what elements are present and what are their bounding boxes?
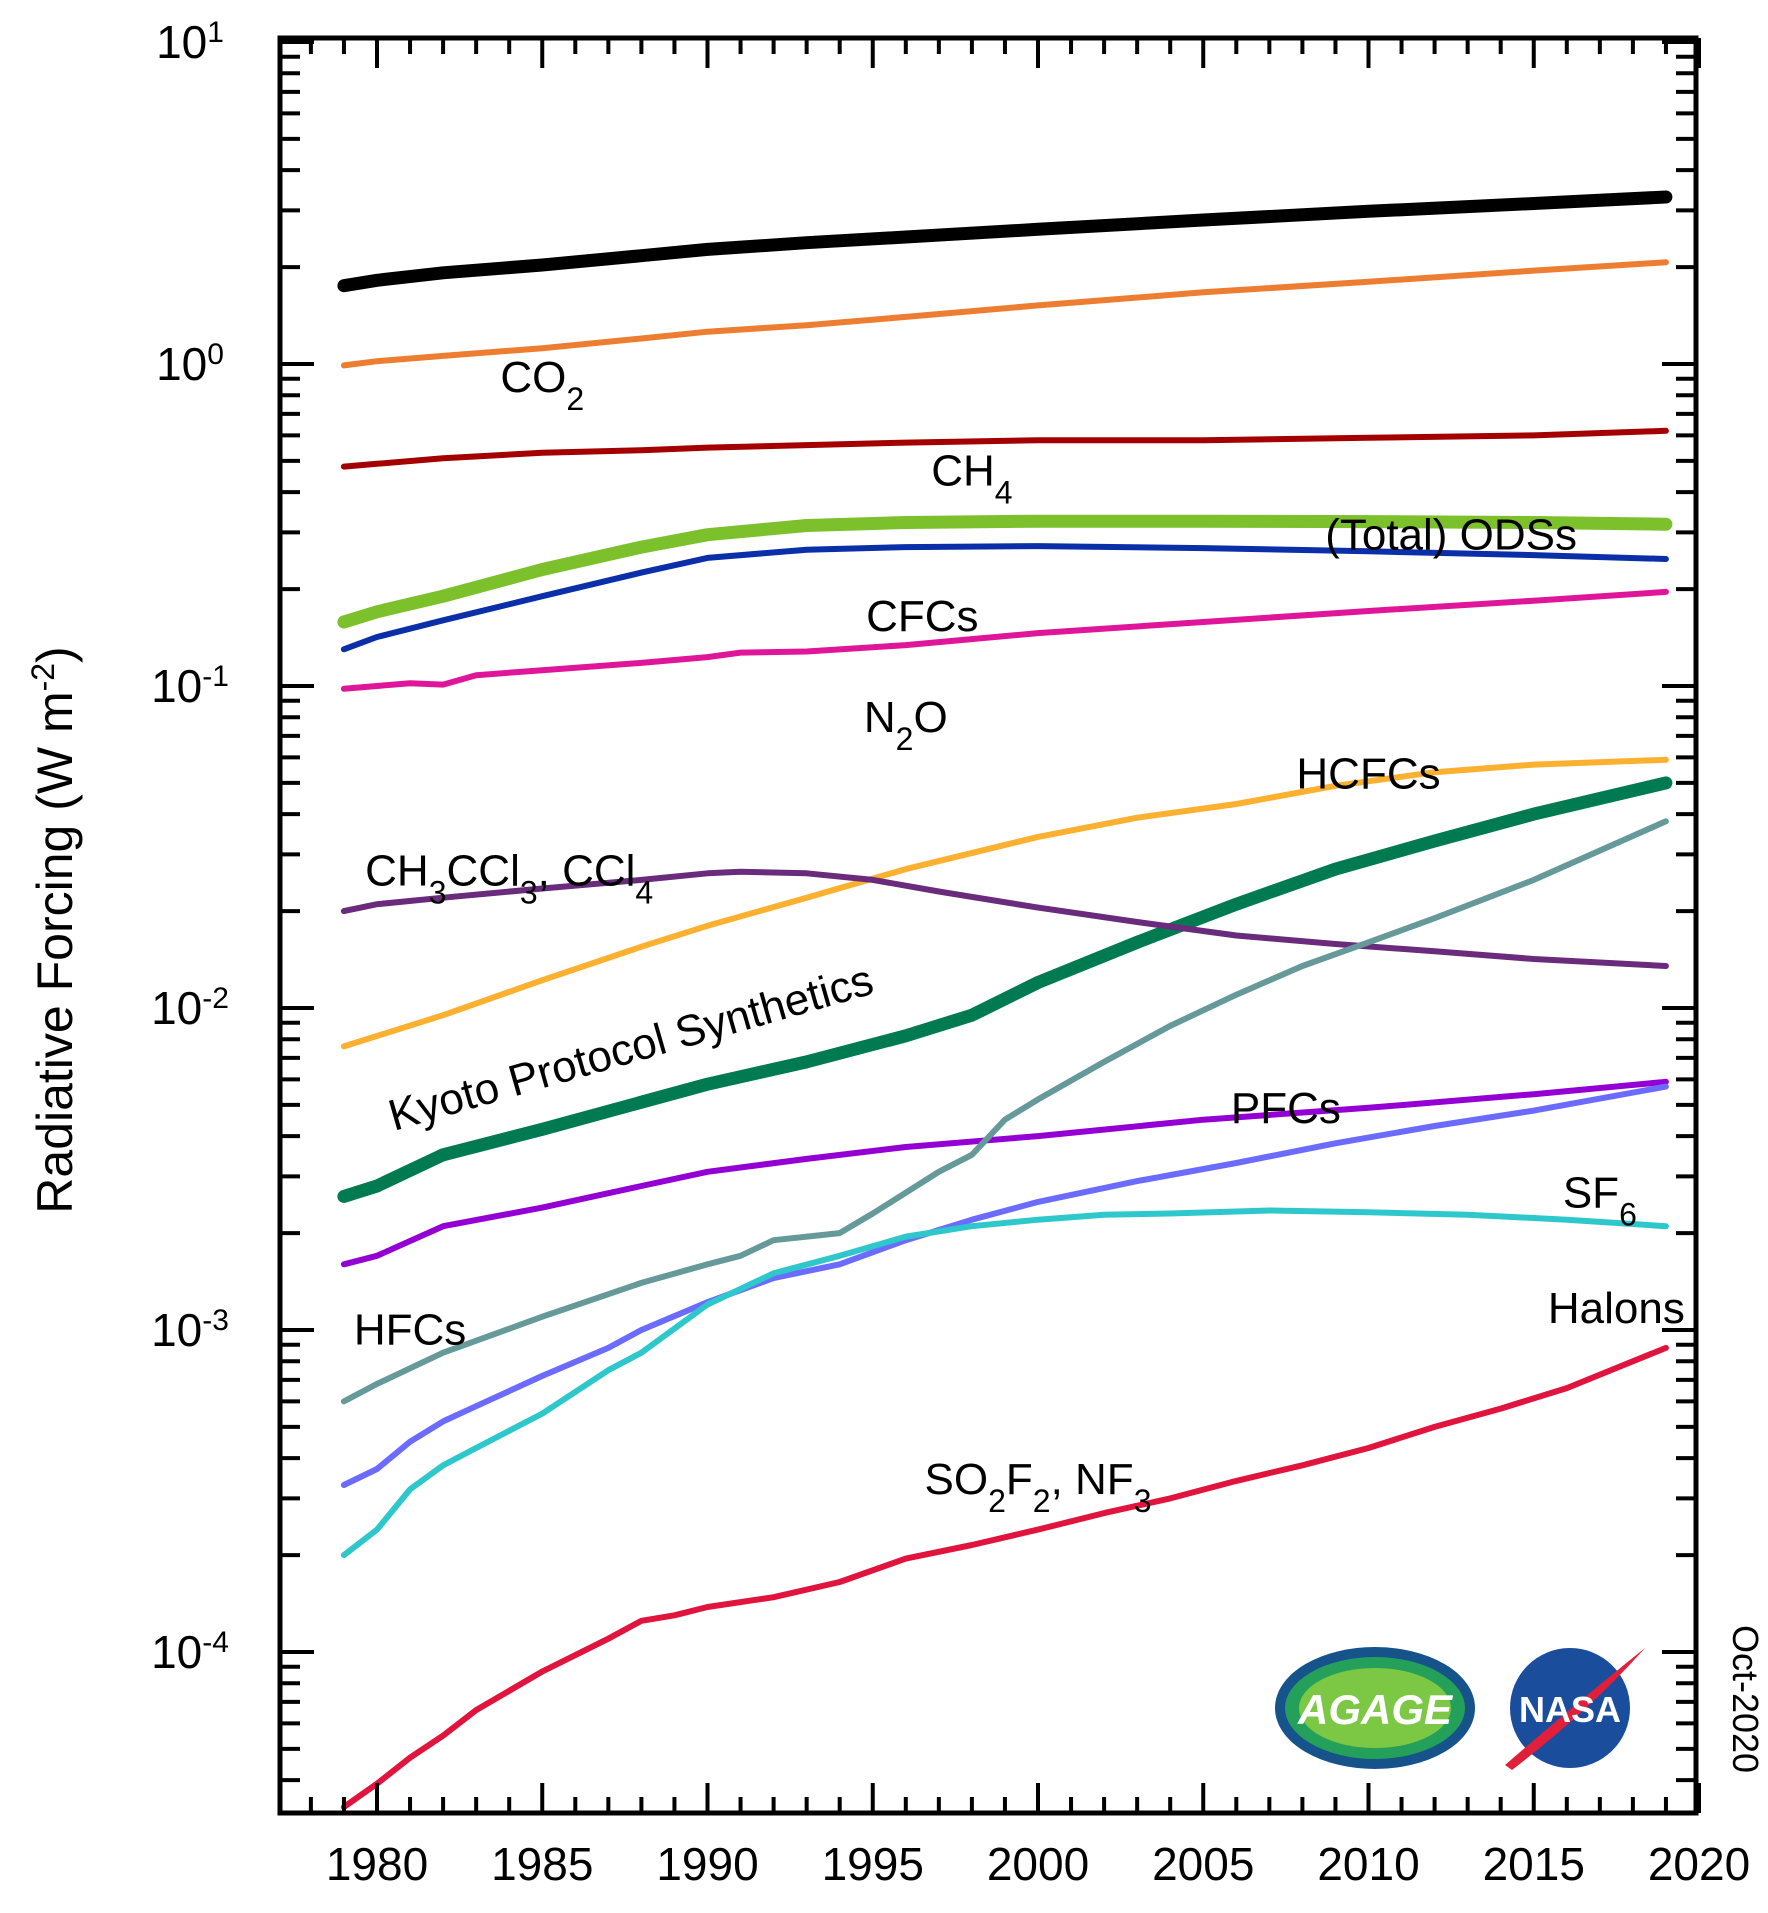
- x-tick-label: 1985: [491, 1838, 593, 1890]
- x-tick-label: 2010: [1317, 1838, 1419, 1890]
- nasa-logo-swoosh: [1505, 1648, 1645, 1770]
- x-tick-label: 2000: [987, 1838, 1089, 1890]
- series-label-n2o: N2O: [864, 693, 948, 757]
- series-line-cfcs: [340, 543, 1669, 653]
- series-layer: [337, 190, 1673, 1810]
- series-label-hfcs: HFCs: [354, 1306, 466, 1355]
- y-tick-label: 10-2: [151, 982, 229, 1035]
- series-line-sf6: [340, 1083, 1669, 1488]
- x-tick-label: 2015: [1483, 1838, 1585, 1890]
- series-line-hcfcs: [340, 756, 1669, 1050]
- series-line-ch3ccl3-ccl4: [340, 868, 1669, 969]
- series-label-kyoto-protocol-synthetics: Kyoto Protocol Synthetics: [383, 955, 878, 1140]
- series-label-ch4: CH4: [931, 446, 1012, 510]
- series-label-total-odss: (Total) ODSs: [1325, 511, 1577, 560]
- series-label-so2f2-nf3: SO2F2, NF3: [925, 1455, 1152, 1519]
- agage-logo-inner: [1299, 1668, 1451, 1748]
- series-line-halons: [340, 1207, 1669, 1559]
- series-line-ch4: [340, 427, 1669, 470]
- series-line-hfcs: [340, 818, 1669, 1405]
- y-tick-label: 10-1: [151, 660, 229, 713]
- series-line-kyoto-protocol-synthetics: [337, 776, 1673, 1203]
- y-axis-title-sup: -2: [25, 663, 61, 691]
- y-tick-label: 10-3: [151, 1304, 229, 1357]
- y-tick-label: 10-4: [151, 1626, 229, 1679]
- plot-frame: [277, 35, 1699, 1816]
- y-tick-label: 100: [156, 338, 224, 391]
- x-tick-label: 2020: [1648, 1838, 1750, 1890]
- nasa-logo-text: NASA: [1519, 1689, 1621, 1730]
- ticks-layer: [280, 38, 1701, 1813]
- series-line-co2: [340, 259, 1669, 369]
- series-line-total: [337, 190, 1673, 293]
- x-tick-label: 1980: [326, 1838, 428, 1890]
- agage-logo: AGAGE: [1275, 1647, 1475, 1769]
- series-label-cfcs: CFCs: [866, 592, 978, 641]
- labels-layer: 101 100 10-1 10-2 10-3 10-4 1980 1985 1990 1995 20…: [151, 16, 1750, 1891]
- series-label-ch3ccl3-ccl4: CH3CCl3, CCl4: [365, 847, 653, 911]
- series-line-n2o: [340, 588, 1669, 692]
- x-tick-label: 1990: [656, 1838, 758, 1890]
- series-label-sf6: SF6: [1563, 1169, 1637, 1233]
- y-tick-label: 101: [156, 16, 224, 69]
- y-axis-title-end: ): [27, 646, 83, 663]
- series-line-so2f2-nf3: [340, 1344, 1669, 1810]
- series-label-pfcs: PFCs: [1231, 1084, 1341, 1133]
- y-axis-title: Radiative Forcing (W m-2): [25, 646, 83, 1213]
- series-line-pfcs: [340, 1078, 1669, 1268]
- series-line-total-odss: [337, 514, 1673, 629]
- agage-logo-text: AGAGE: [1297, 1686, 1454, 1733]
- date-stamp: Oct-2020: [1725, 1625, 1766, 1773]
- y-axis-title-main: Radiative Forcing (W m: [27, 691, 83, 1213]
- series-label-hcfcs: HCFCs: [1296, 750, 1440, 799]
- series-label-halons: Halons: [1548, 1284, 1685, 1333]
- nasa-logo: NASA: [1505, 1648, 1645, 1770]
- x-tick-label: 1995: [822, 1838, 924, 1890]
- series-label-co2: CO2: [500, 353, 584, 417]
- x-tick-label: 2005: [1152, 1838, 1254, 1890]
